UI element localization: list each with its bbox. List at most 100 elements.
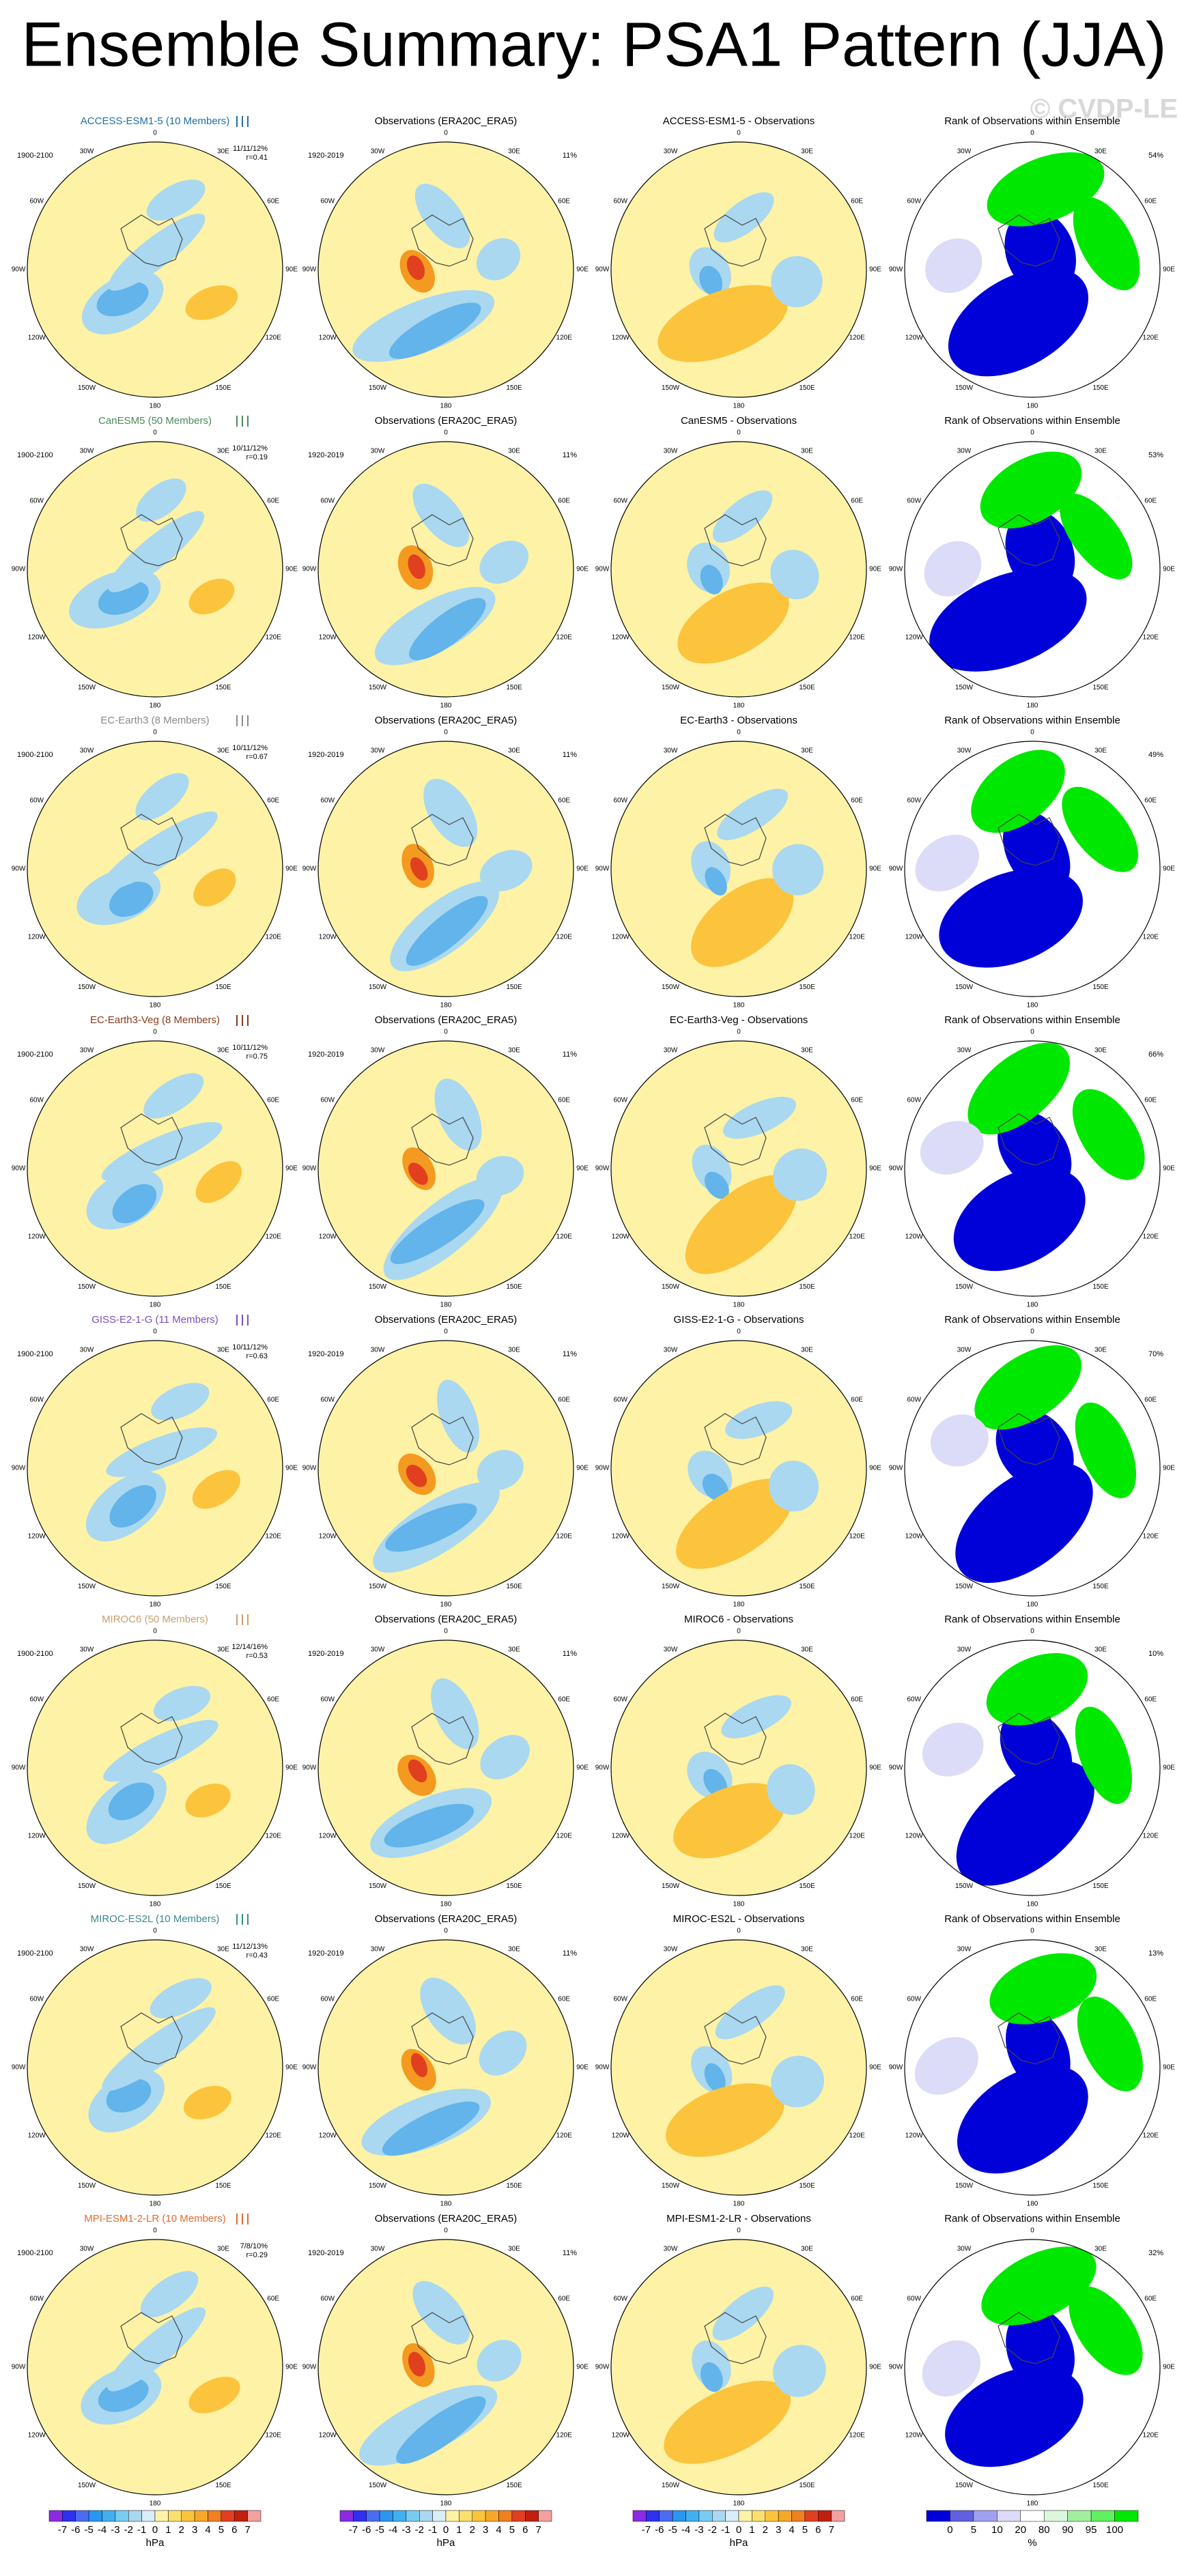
lon-label: 60E (851, 1996, 863, 2003)
spread: 7/8/10% (240, 2242, 268, 2250)
colorbar-swatch (419, 2510, 433, 2522)
colorbar-swatch (208, 2510, 222, 2522)
lon-label: 90E (285, 2064, 298, 2072)
lon-label: 30E (217, 1346, 229, 1354)
colorbar-swatch (498, 2510, 513, 2522)
lon-label: 90E (285, 566, 298, 573)
lon-label: 120E (1143, 334, 1159, 342)
colorbar-swatch (752, 2510, 765, 2522)
lon-label: 90E (1163, 1465, 1175, 1472)
lon-label: 30W (664, 1346, 678, 1354)
field-contour (436, 1379, 479, 1453)
colorbar-swatch (950, 2510, 974, 2522)
colorbar-swatch (459, 2510, 472, 2522)
map (611, 741, 866, 997)
lon-label: 30E (508, 147, 520, 155)
spread: 11/11/12% (233, 145, 268, 153)
lon-label: 180 (150, 1901, 161, 1908)
colorbar-label: 3 (776, 2524, 781, 2536)
lon-label: 60W (614, 1696, 628, 1704)
rank-title: Rank of Observations within Ensemble (944, 715, 1120, 726)
spread: 12/14/16% (231, 1643, 268, 1651)
field-contour (146, 180, 206, 221)
lon-label: 60W (30, 2295, 44, 2303)
colorbar-label: 2 (470, 2524, 475, 2536)
rank-title: Rank of Observations within Ensemble (944, 415, 1120, 427)
obs-title: Observations (ERA20C_ERA5) (375, 1314, 517, 1326)
lon-label: 150E (215, 1283, 231, 1291)
rank-percent: 54% (1148, 152, 1163, 160)
period: 1920-2019 (308, 152, 344, 160)
lon-label: 60W (321, 498, 335, 505)
field-contour (410, 857, 428, 881)
lon-label: 150W (78, 1883, 96, 1890)
colorbar-label: 2 (763, 2524, 768, 2536)
colorbar-label: 10 (991, 2524, 1003, 2536)
lon-label: 60W (30, 1397, 44, 1404)
correlation: r=0.41 (246, 154, 268, 162)
lon-label: 150E (215, 684, 231, 691)
lon-label: 180 (440, 1002, 452, 1010)
lon-label: 60E (267, 498, 279, 505)
coastline (120, 814, 183, 866)
field-contour (717, 788, 789, 840)
lon-label: 90E (1163, 1165, 1175, 1173)
obs-title: Observations (ERA20C_ERA5) (375, 1913, 517, 1925)
field-contour (989, 1953, 1097, 2024)
map-border (904, 1939, 1161, 2196)
map-border (317, 441, 574, 698)
colorbar-label: 100 (1106, 2524, 1123, 2536)
lon-label: 180 (733, 702, 745, 710)
map-disc (318, 442, 574, 697)
lon-label: 0 (153, 729, 157, 736)
field-contour (406, 1464, 427, 1487)
field-contour (479, 541, 529, 584)
lon-label: 0 (444, 1628, 448, 1635)
model-title: MIROC6 (50 Members) (102, 1614, 208, 1625)
lon-label: 120W (905, 1233, 924, 1241)
lon-label: 60E (558, 2295, 570, 2303)
colorbar-label: 5 (971, 2524, 976, 2536)
lon-label: 150E (799, 684, 815, 691)
lon-label: 60E (851, 198, 863, 205)
colorbar-swatch (353, 2510, 367, 2522)
lon-label: 120W (905, 934, 924, 941)
lon-label: 30E (1094, 447, 1107, 455)
map (905, 741, 1160, 997)
lon-label: 90W (889, 1165, 903, 1173)
lon-label: 60E (1144, 2295, 1157, 2303)
lon-label: 90E (1163, 1764, 1175, 1772)
model-title: EC-Earth3 (8 Members) (100, 715, 209, 726)
colorbar-unit: hPa (437, 2537, 455, 2549)
lon-label: 30W (957, 447, 972, 455)
lon-label: 30E (801, 1646, 813, 1653)
lon-label: 30W (957, 1945, 972, 1953)
colorbar-swatch (181, 2510, 195, 2522)
lon-label: 90W (302, 266, 317, 274)
map-disc (318, 1640, 574, 1895)
rank-percent: 13% (1148, 1949, 1163, 1958)
colorbar-swatch (926, 2510, 950, 2522)
period: 1920-2019 (308, 2249, 344, 2257)
lon-label: 120W (319, 334, 337, 342)
colorbar-swatch (88, 2510, 102, 2522)
period: 1920-2019 (308, 1050, 344, 1059)
map-border (27, 1340, 283, 1597)
lon-label: 120W (319, 934, 337, 941)
lon-label: 180 (733, 1002, 745, 1010)
obs-percent: 11% (563, 152, 577, 160)
lon-label: 120W (28, 1833, 46, 1840)
coastline (704, 1713, 767, 1765)
field-contour (108, 1782, 154, 1820)
map-disc (611, 1341, 866, 1596)
map (318, 1041, 574, 1296)
field-contour (143, 1073, 204, 1119)
obs-title: Observations (ERA20C_ERA5) (375, 415, 517, 427)
lon-label: 60E (558, 1097, 570, 1104)
field-contour (406, 896, 488, 966)
lon-label: 90E (1163, 2364, 1175, 2371)
lon-label: 60W (321, 797, 335, 805)
lon-label: 90E (285, 1764, 298, 1772)
field-contour (1075, 1402, 1137, 1498)
lon-label: 150W (369, 1583, 387, 1590)
